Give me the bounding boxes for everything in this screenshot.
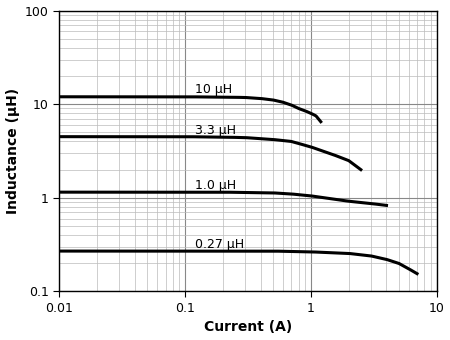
- Text: 10 μH: 10 μH: [195, 83, 232, 96]
- Text: 3.3 μH: 3.3 μH: [195, 123, 236, 137]
- Text: 1.0 μH: 1.0 μH: [195, 179, 236, 192]
- Y-axis label: Inductance (μH): Inductance (μH): [5, 88, 19, 214]
- X-axis label: Current (A): Current (A): [204, 320, 292, 335]
- Text: 0.27 μH: 0.27 μH: [195, 238, 244, 251]
